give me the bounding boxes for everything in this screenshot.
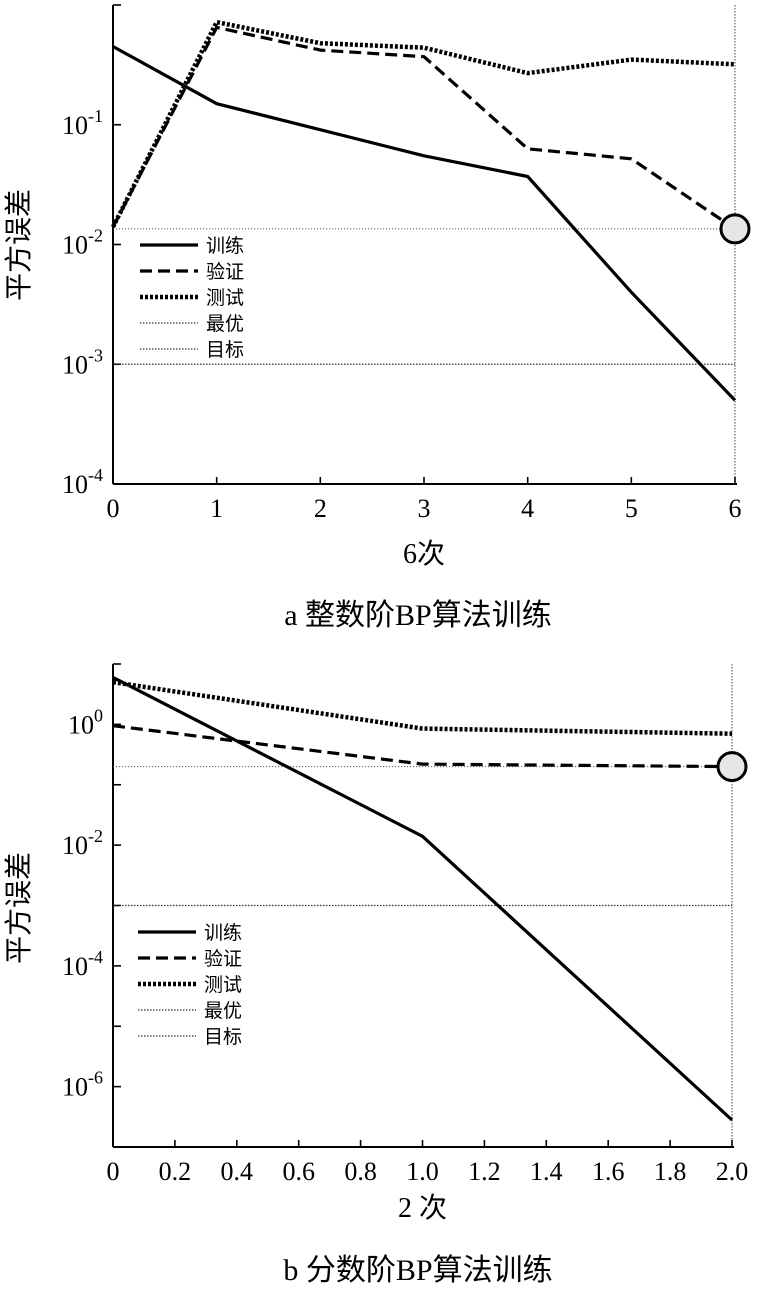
b-series-solid	[112, 675, 734, 1122]
a-y-tick-label: 10-4	[62, 465, 103, 499]
b-y-tick-label: 10-6	[62, 1068, 103, 1102]
a-y-axis-label: 平方误差	[3, 189, 35, 301]
b-x-tick-label: 0.4	[221, 1157, 254, 1186]
a-caption: a 整数阶BP算法训练	[284, 599, 552, 632]
b-series-dashed	[112, 724, 733, 769]
b-x-tick-label: 0.2	[159, 1157, 192, 1186]
b-y-axis-label: 平方误差	[3, 852, 35, 964]
b-x-tick-label: 0.6	[282, 1157, 315, 1186]
a-legend-label: 最优	[206, 313, 244, 335]
a-x-tick-label: 4	[521, 494, 534, 523]
b-legend-label: 目标	[204, 1026, 242, 1048]
chart-b: 0 0.2 0.4 0.6 0.8 1.0 1.2 1.4 1.6 1.8 2.0 100 10-2 10…	[3, 663, 749, 1287]
a-series-dotted-thick	[110, 19, 736, 229]
a-best-marker	[719, 213, 751, 245]
b-y-tick-label: 10-2	[62, 826, 103, 860]
b-legend-label: 训练	[204, 922, 242, 944]
b-x-tick-label: 0.8	[344, 1157, 377, 1186]
a-series-solid	[112, 45, 737, 402]
a-x-tick-label: 1	[210, 494, 223, 523]
a-legend-label: 目标	[206, 339, 244, 361]
a-legend-label: 训练	[206, 235, 244, 257]
b-x-tick-label: 1.6	[592, 1157, 625, 1186]
a-y-tick-label: 10-3	[62, 345, 103, 379]
b-x-tick-label: 1.2	[468, 1157, 501, 1186]
b-legend-label: 测试	[204, 974, 242, 996]
b-y-tick-label: 10-4	[62, 947, 103, 981]
a-legend-label: 验证	[206, 261, 244, 283]
b-y-tick-label: 100	[68, 705, 103, 739]
a-series-dashed	[111, 25, 736, 231]
b-x-tick-label: 1.0	[406, 1157, 439, 1186]
b-legend-label: 最优	[204, 1000, 242, 1022]
b-caption: b 分数阶BP算法训练	[283, 1254, 552, 1287]
b-x-tick-label: 0	[107, 1157, 120, 1186]
a-x-tick-label: 3	[418, 494, 431, 523]
b-x-tick-label: 1.8	[654, 1157, 687, 1186]
a-x-tick-label: 2	[314, 494, 327, 523]
a-x-tick-label: 5	[625, 494, 638, 523]
a-legend-label: 测试	[206, 287, 244, 309]
a-y-tick-label: 10-2	[62, 226, 103, 260]
b-series-dotted-thick	[112, 679, 733, 736]
b-x-tick-label: 1.4	[530, 1157, 563, 1186]
b-legend-label: 验证	[204, 948, 242, 970]
a-x-tick-label: 6	[729, 494, 742, 523]
a-x-axis-label: 6次	[403, 538, 445, 570]
b-x-axis-label: 2 次	[398, 1192, 447, 1224]
b-best-marker	[716, 751, 748, 783]
a-y-tick-label: 10-1	[62, 106, 103, 140]
a-x-tick-label: 0	[107, 494, 120, 523]
b-x-tick-label: 2.0	[716, 1157, 749, 1186]
